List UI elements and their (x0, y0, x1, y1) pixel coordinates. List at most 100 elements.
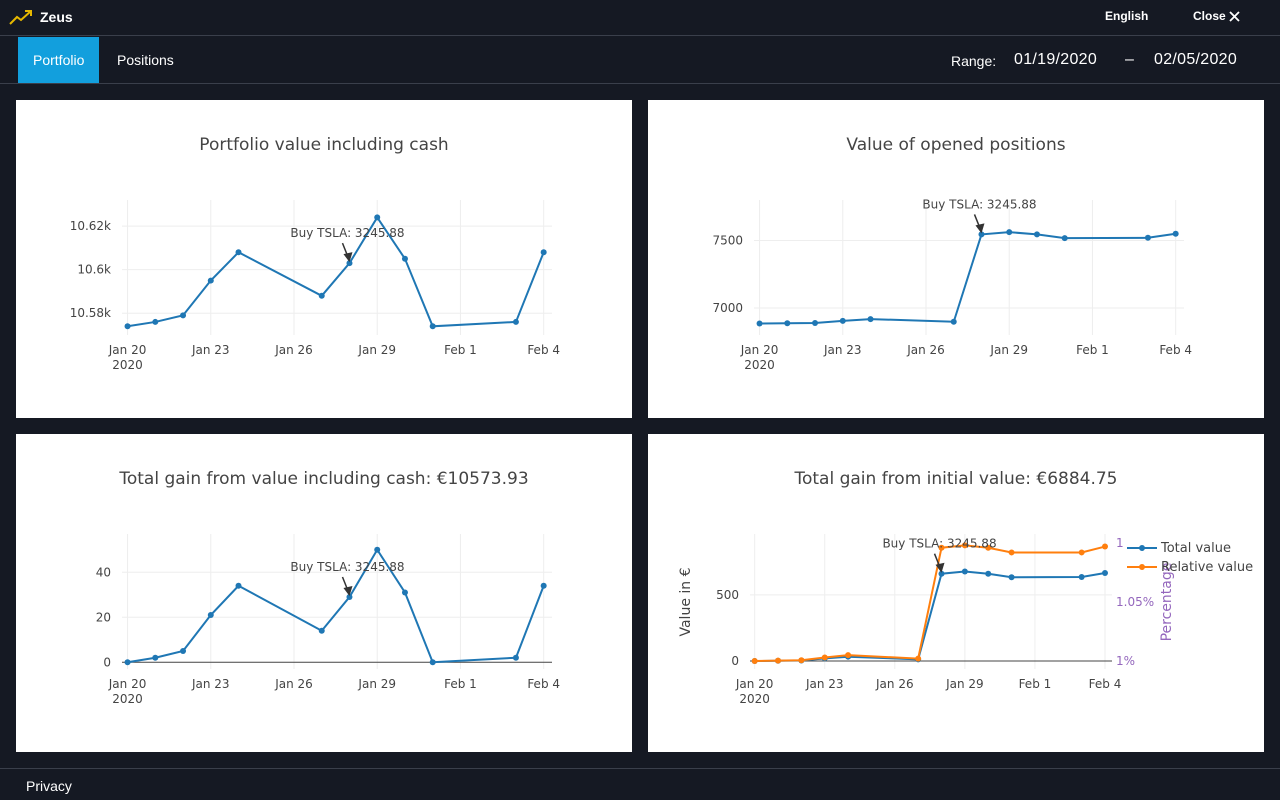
data-point (401, 589, 408, 596)
data-point (512, 654, 519, 661)
data-point (775, 657, 782, 664)
data-point (346, 260, 353, 267)
y-tick-label: 0 (103, 655, 111, 669)
data-point (985, 570, 992, 577)
range-end-input[interactable]: 02/05/2020 (1154, 51, 1238, 68)
data-point (938, 570, 945, 577)
x-tick-label: Jan 29 (357, 677, 396, 691)
legend-swatch-marker (1139, 564, 1145, 570)
chart-panel-opened-positions: Value of opened positions Jan 20 Jan 23 Jan… (648, 100, 1264, 418)
range-label: Range: (951, 53, 997, 69)
data-point (1078, 574, 1085, 581)
chart-title: Total gain from initial value: €6884.75 (793, 469, 1117, 489)
data-point (1172, 230, 1179, 237)
data-point (839, 317, 846, 324)
data-point (812, 319, 819, 326)
x-tick-label: Jan 23 (805, 677, 844, 691)
data-point (1008, 574, 1015, 581)
top-bar: Zeus English Close (0, 0, 1280, 36)
y-tick-label: 7500 (712, 234, 743, 248)
data-point (978, 231, 985, 238)
footer: Privacy (0, 768, 1280, 800)
x-tick-label: Jan 26 (906, 343, 945, 357)
y-tick-label: 7000 (712, 301, 743, 315)
data-point (756, 320, 763, 327)
x-tick-label: Feb 4 (1089, 677, 1122, 691)
data-point (429, 323, 436, 330)
data-point (374, 546, 381, 553)
x-tick-label: Jan 20 (108, 677, 147, 691)
data-point (950, 318, 957, 325)
x-tick-label: Jan 29 (357, 343, 396, 357)
x-tick-label: Feb 4 (1159, 343, 1192, 357)
chart-title: Total gain from value including cash: €1… (118, 469, 528, 489)
tab-positions[interactable]: Positions (117, 52, 174, 68)
data-point (207, 277, 214, 284)
data-point (124, 659, 131, 666)
annotation-arrowhead (935, 562, 945, 573)
legend-label: Relative value (1161, 560, 1253, 575)
x-tick-label: Jan 23 (191, 677, 230, 691)
series-line-primary (759, 231, 1176, 325)
y2-tick-label: 1% (1116, 654, 1135, 668)
x-tick-label: Feb 1 (444, 343, 477, 357)
y-tick-label: 500 (716, 588, 739, 602)
data-point (1078, 549, 1085, 556)
chart-gain-initial-value: Total gain from initial value: €6884.75 J… (678, 469, 1253, 706)
annotation-label: Buy TSLA: 3245.88 (882, 537, 996, 551)
x-tick-year-label: 2020 (744, 358, 775, 372)
x-tick-label: Jan 20 (735, 677, 774, 691)
close-button[interactable]: Close (1193, 9, 1240, 23)
data-point (540, 249, 547, 256)
data-point (374, 214, 381, 221)
data-point (124, 323, 131, 330)
annotation-label: Buy TSLA: 3245.88 (922, 197, 1036, 211)
data-point (152, 318, 159, 325)
range-start-input[interactable]: 01/19/2020 (1014, 51, 1098, 68)
data-point (207, 612, 214, 618)
language-selector[interactable]: English (1105, 9, 1149, 23)
x-tick-label: Feb 4 (527, 343, 560, 357)
privacy-link[interactable]: Privacy (26, 778, 72, 794)
series-line-primary (127, 215, 545, 328)
data-point (938, 544, 945, 551)
data-point (1144, 234, 1151, 241)
chart-panel-portfolio-value: Portfolio value including cash Jan 20 Jan … (16, 100, 632, 418)
data-point (180, 312, 187, 319)
data-point (798, 657, 805, 664)
chart-title: Portfolio value including cash (199, 135, 448, 155)
x-tick-label: Jan 26 (274, 677, 313, 691)
x-tick-label: Jan 29 (989, 343, 1028, 357)
tab-portfolio[interactable]: Portfolio (18, 37, 100, 83)
data-point (318, 627, 325, 634)
data-point (985, 544, 992, 551)
nav-bar: Portfolio Positions Range: 01/19/2020 – … (0, 37, 1280, 84)
x-tick-year-label: 2020 (739, 692, 770, 706)
x-tick-label: Jan 23 (191, 343, 230, 357)
series-line-primary (127, 547, 545, 664)
series-line-secondary (754, 544, 1106, 662)
data-point (1033, 231, 1040, 238)
y-tick-label: 40 (96, 565, 111, 579)
x-tick-label: Jan 23 (823, 343, 862, 357)
x-tick-label: Jan 26 (875, 677, 914, 691)
annotation-label: Buy TSLA: 3245.88 (290, 560, 404, 574)
data-point (346, 594, 353, 600)
data-point (821, 654, 828, 661)
y-tick-label: 10.58k (70, 306, 111, 320)
annotation-arrowhead (343, 586, 353, 596)
data-point (1006, 229, 1013, 236)
range-separator: – (1125, 51, 1134, 68)
y2-axis-title: Percentage (1159, 563, 1175, 642)
legend-label: Total value (1160, 541, 1231, 556)
data-point (751, 658, 758, 664)
x-tick-label: Jan 29 (945, 677, 984, 691)
data-point (845, 652, 852, 659)
annotation-arrowhead (975, 223, 985, 234)
chart-title: Value of opened positions (846, 135, 1065, 155)
data-point (961, 568, 968, 575)
x-tick-label: Feb 4 (527, 677, 560, 691)
data-point (180, 648, 187, 654)
x-tick-label: Jan 26 (274, 343, 313, 357)
close-icon (1229, 10, 1240, 22)
